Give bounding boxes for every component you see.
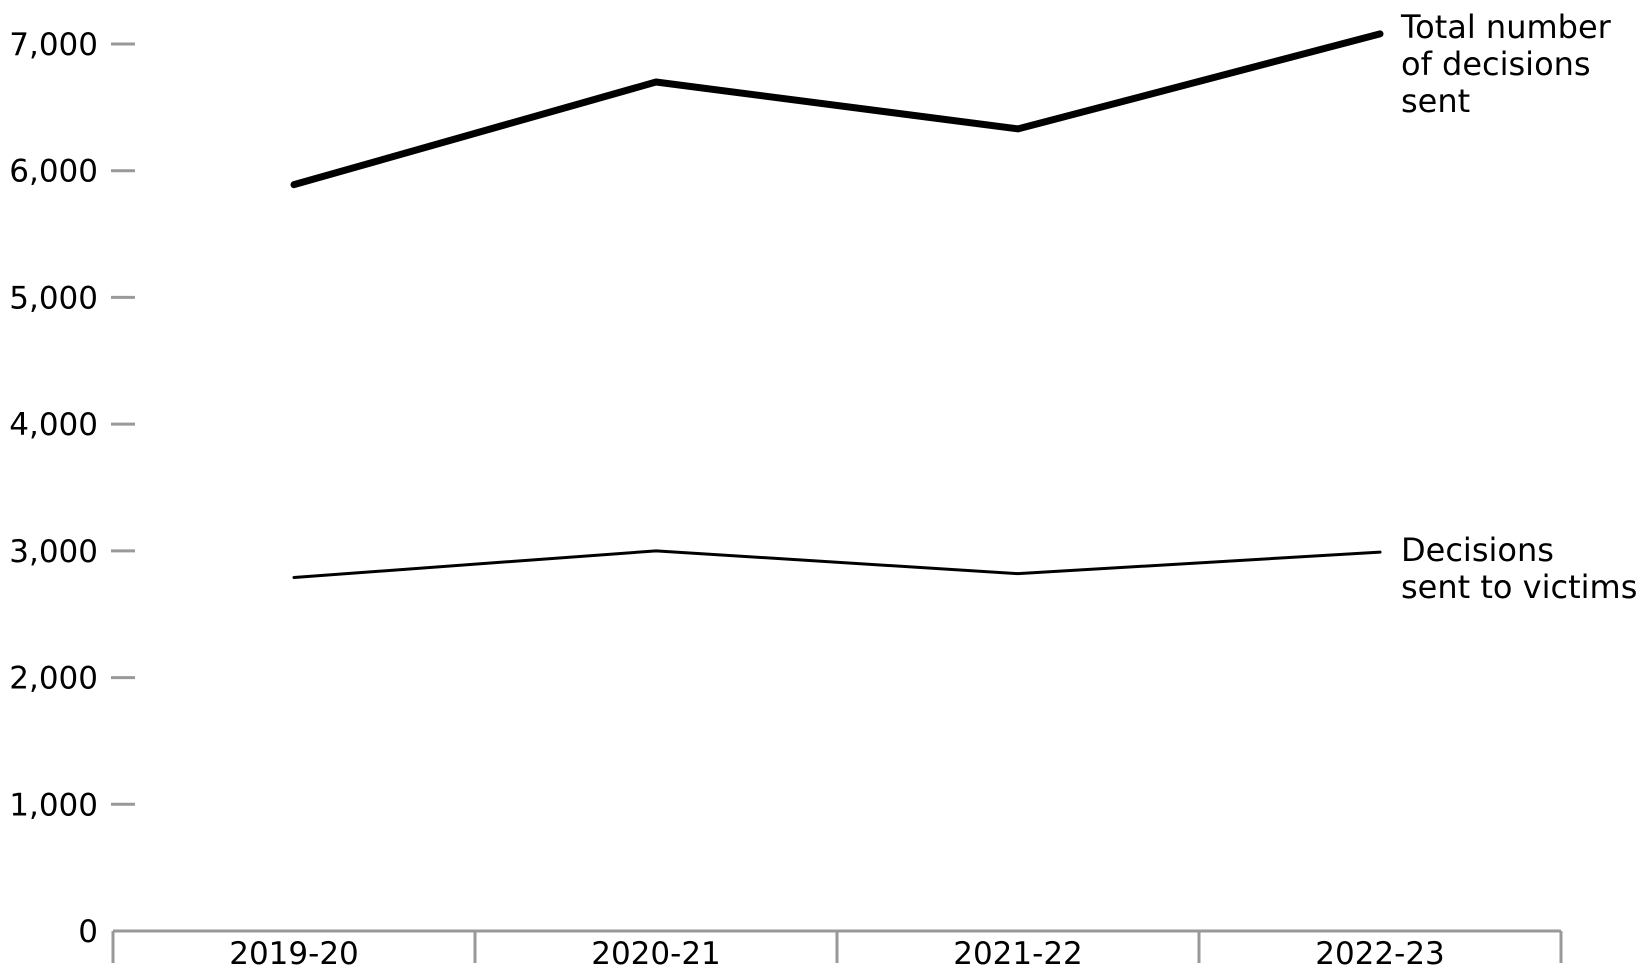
x-tick-label: 2019-20 [229,936,359,972]
series-label: sent [1401,82,1470,120]
series-label: sent to victims [1401,568,1637,606]
x-tick-label: 2020-21 [591,936,721,972]
y-tick-label: 0 [78,914,98,950]
series-label: of decisions [1401,45,1591,83]
y-tick-label: 4,000 [9,407,98,443]
series-label: Total number [1400,8,1612,46]
x-tick-label: 2021-22 [953,936,1083,972]
series-line-decisions-to-victims [294,551,1380,578]
series-line-total-decisions [294,34,1380,185]
y-tick-label: 1,000 [9,787,98,823]
series-label: Decisions [1401,531,1554,569]
y-tick-label: 7,000 [9,27,98,63]
y-tick-label: 2,000 [9,661,98,697]
y-tick-label: 5,000 [9,280,98,316]
x-tick-label: 2022-23 [1315,936,1445,972]
y-tick-label: 3,000 [9,534,98,570]
y-tick-label: 6,000 [9,154,98,190]
